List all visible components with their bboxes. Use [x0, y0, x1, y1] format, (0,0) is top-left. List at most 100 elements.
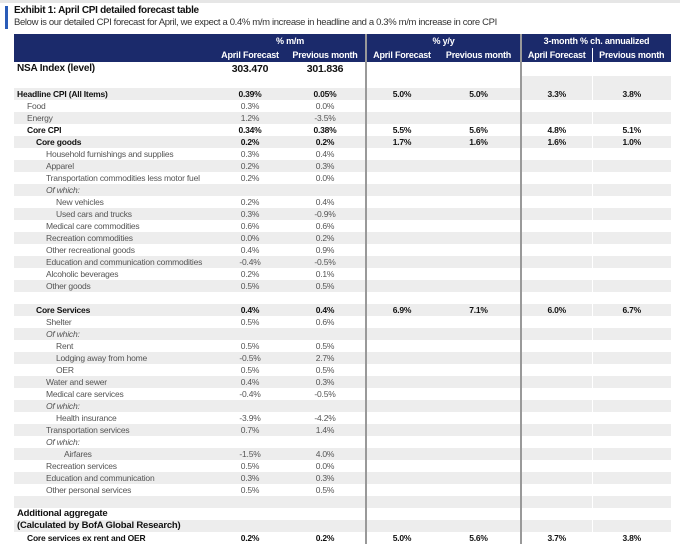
table-row: Recreation services 0.5% 0.0% — [14, 460, 671, 472]
table-row: Water and sewer 0.4% 0.3% — [14, 376, 671, 388]
cell-yy-previous — [437, 184, 521, 196]
cell-yy-previous — [437, 328, 521, 340]
cell-3m-previous — [591, 364, 671, 376]
empty-cell — [437, 62, 521, 76]
cell-3m-previous — [591, 184, 671, 196]
cell-mm-forecast: -0.4% — [215, 256, 285, 268]
table-row: Medical care services -0.4% -0.5% — [14, 388, 671, 400]
cell-3m-previous — [591, 400, 671, 412]
cell-3m-forecast — [520, 400, 592, 412]
cell-3m-previous — [591, 232, 671, 244]
cell-mm-forecast: 1.2% — [215, 112, 285, 124]
cell-3m-previous — [591, 472, 671, 484]
cell-yy-previous — [437, 412, 521, 424]
empty-cell — [215, 76, 285, 88]
exhibit-accent-bar — [5, 6, 8, 29]
header-group-3m: 3-month % ch. annualized — [520, 34, 671, 48]
table-row: Alcoholic beverages 0.2% 0.1% — [14, 268, 671, 280]
empty-cell — [520, 62, 592, 76]
cell-3m-previous — [591, 436, 671, 448]
cell-mm-forecast: 0.4% — [240, 245, 260, 255]
cell-3m-forecast — [520, 220, 592, 232]
row-label: Apparel — [14, 160, 215, 172]
cell-mm-forecast: 0.5% — [240, 341, 260, 351]
cell-mm-previous — [285, 436, 366, 448]
header-group-row: % m/m % y/y 3-month % ch. annualized — [14, 34, 671, 48]
cell-3m-forecast — [520, 184, 592, 196]
cell-mm-previous: -3.5% — [285, 112, 366, 124]
cell-yy-forecast — [365, 352, 437, 364]
cell-3m-forecast — [520, 472, 592, 484]
cell-3m-previous — [591, 412, 671, 424]
cell-3m-forecast — [520, 508, 592, 520]
cell-yy-forecast — [365, 112, 437, 124]
cell-yy-previous — [437, 496, 521, 508]
table-row: Rent 0.5% 0.5% — [14, 340, 671, 352]
cell-3m-previous — [591, 292, 671, 304]
cell-yy-forecast: 5.5% — [365, 124, 437, 136]
cell-mm-previous: 0.2% — [315, 533, 335, 543]
table-row — [14, 292, 671, 304]
cell-yy-previous — [437, 244, 521, 256]
cell-mm-forecast: -0.5% — [215, 352, 285, 364]
empty-cell — [520, 76, 592, 88]
row-label: Airfares — [14, 448, 215, 460]
cell-yy-forecast: 1.7% — [365, 136, 437, 148]
cell-mm-forecast — [215, 292, 285, 304]
cell-3m-forecast — [520, 112, 592, 124]
table-row — [14, 496, 671, 508]
cell-3m-forecast — [520, 412, 592, 424]
cell-mm-previous: 0.5% — [315, 485, 335, 495]
cell-mm-forecast — [215, 184, 285, 196]
cell-3m-previous — [591, 352, 671, 364]
cell-3m-forecast — [520, 364, 592, 376]
table-row: Health insurance -3.9% -4.2% — [14, 412, 671, 424]
empty-cell — [285, 76, 366, 88]
cell-yy-previous — [437, 196, 521, 208]
cell-mm-previous: 0.2% — [285, 232, 366, 244]
exhibit-subtitle: Below is our detailed CPI forecast for A… — [14, 17, 497, 28]
table-row: Core goods 0.2% 0.2% 1.7% 1.6% 1.6% 1.0% — [14, 136, 671, 148]
cell-yy-previous: 5.6% — [469, 125, 488, 135]
cell-3m-forecast — [520, 196, 592, 208]
cell-yy-forecast — [365, 268, 437, 280]
cell-3m-previous — [591, 376, 671, 388]
cell-mm-forecast: 0.34% — [238, 125, 262, 135]
cell-mm-forecast: 0.3% — [240, 101, 260, 111]
cell-mm-forecast: 0.5% — [240, 365, 260, 375]
cell-mm-previous: -0.9% — [285, 208, 366, 220]
cell-3m-previous — [591, 424, 671, 436]
cell-yy-previous — [437, 172, 521, 184]
cell-3m-forecast: 3.7% — [520, 532, 592, 544]
header-yy-forecast: April Forecast — [365, 48, 437, 62]
row-label: Energy — [14, 112, 215, 124]
row-label: Other personal services — [46, 485, 132, 495]
cell-mm-forecast — [215, 400, 285, 412]
cell-3m-forecast — [520, 232, 592, 244]
row-label: Alcoholic beverages — [46, 269, 119, 279]
cell-yy-previous — [437, 520, 521, 532]
table-row: (Calculated by BofA Global Research) — [14, 520, 671, 532]
table-row: Other goods 0.5% 0.5% — [14, 280, 671, 292]
row-label: Used cars and trucks — [14, 208, 215, 220]
cell-yy-forecast — [365, 160, 437, 172]
cell-3m-previous — [591, 100, 671, 112]
cell-mm-forecast: -0.4% — [239, 389, 261, 399]
table-row: Apparel 0.2% 0.3% — [14, 160, 671, 172]
cell-3m-previous — [591, 244, 671, 256]
cell-mm-previous: 0.6% — [315, 317, 335, 327]
cell-yy-previous — [437, 388, 521, 400]
cell-yy-previous — [437, 148, 521, 160]
cell-yy-forecast — [365, 208, 437, 220]
cell-mm-forecast: 0.39% — [215, 88, 285, 100]
cell-3m-forecast — [520, 148, 592, 160]
cell-yy-forecast — [365, 100, 437, 112]
cell-mm-previous: 0.2% — [285, 136, 366, 148]
row-label: Recreation commodities — [14, 232, 215, 244]
row-label: Additional aggregate — [17, 508, 108, 519]
cell-mm-previous — [285, 292, 366, 304]
cell-mm-previous: 0.3% — [285, 160, 366, 172]
cell-mm-previous: 0.9% — [315, 245, 335, 255]
cell-mm-previous — [285, 400, 366, 412]
cell-3m-previous — [591, 520, 671, 532]
